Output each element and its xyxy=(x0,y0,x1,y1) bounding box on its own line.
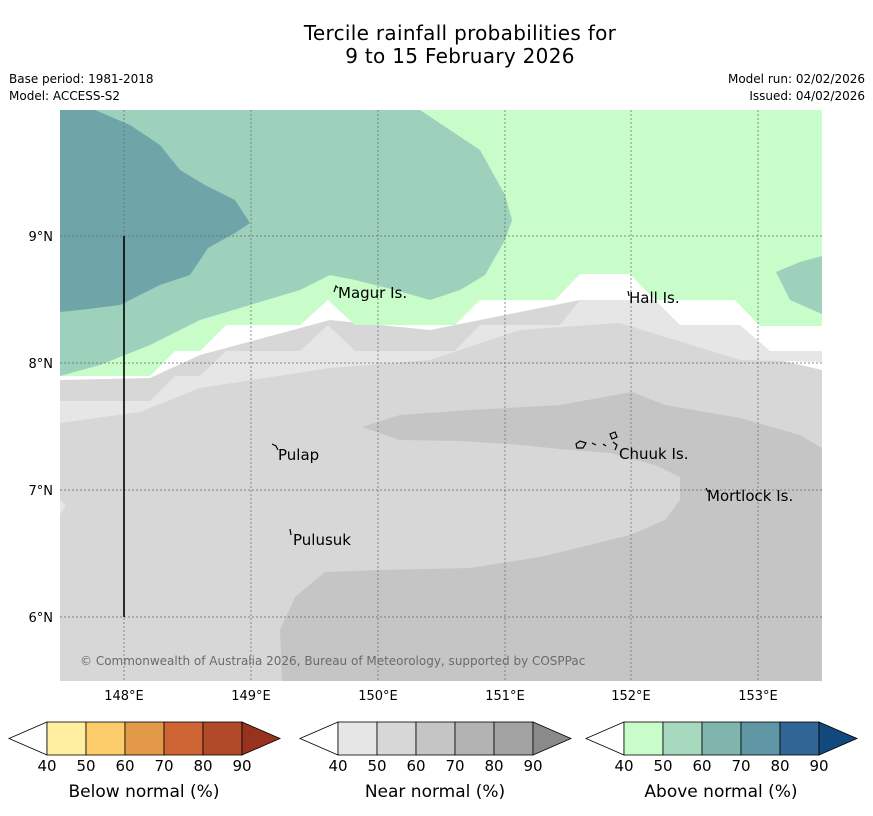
near-colorbar-tick-label: 40 xyxy=(328,757,347,775)
colorbar-above-normal: 40 50 60 70 80 90 xyxy=(584,721,859,775)
place-label-hall: Hall Is. xyxy=(629,289,680,307)
near-colorbar-tick-label: 80 xyxy=(484,757,503,775)
near-colorbar-segment xyxy=(454,721,495,756)
issued-text: Issued: 04/02/2026 xyxy=(749,89,865,103)
title-line-1: Tercile rainfall probabilities for xyxy=(303,21,617,45)
near-colorbar-segment xyxy=(415,721,456,756)
above-normal-label: Above normal (%) xyxy=(644,782,797,802)
near-colorbar-under xyxy=(298,721,339,756)
above-colorbar-under xyxy=(584,721,625,756)
place-label-mortlock: Mortlock Is. xyxy=(707,487,793,505)
model-text: Model: ACCESS-S2 xyxy=(9,89,121,103)
below-colorbar-segment xyxy=(85,721,126,756)
map-panel[interactable]: Magur Is. Hall Is. Pulap Chuuk Is. Mortl… xyxy=(60,110,822,681)
above-colorbar-segment xyxy=(623,721,664,756)
below-colorbar-segment xyxy=(202,721,243,756)
title-line-2: 9 to 15 February 2026 xyxy=(345,44,575,68)
near-normal-40-region xyxy=(60,300,822,423)
chuuk-islands-shape xyxy=(575,431,618,451)
above-colorbar-segment xyxy=(779,721,820,756)
below-colorbar-under xyxy=(7,721,48,756)
lon-label-150e: 150°E xyxy=(358,689,398,704)
copyright-text: © Commonwealth of Australia 2026, Bureau… xyxy=(80,654,585,668)
below-colorbar-tick-label: 40 xyxy=(37,757,56,775)
above-colorbar-tick-label: 70 xyxy=(731,757,750,775)
lat-label-8n: 8°N xyxy=(29,357,54,372)
colorbar-below-normal: 40 50 60 70 80 90 xyxy=(7,721,282,775)
near-colorbar-tick-label: 50 xyxy=(367,757,386,775)
above-colorbar-tick-label: 80 xyxy=(770,757,789,775)
above-colorbar-segment xyxy=(662,721,703,756)
below-colorbar-segment xyxy=(124,721,165,756)
base-period-text: Base period: 1981-2018 xyxy=(9,72,154,86)
model-info-right: Model run: 02/02/2026 Issued: 04/02/2026 xyxy=(728,71,865,105)
below-colorbar-over xyxy=(241,721,282,756)
colorbar-near-normal: 40 50 60 70 80 90 xyxy=(298,721,573,775)
below-colorbar-tick-label: 60 xyxy=(115,757,134,775)
below-colorbar-tick-label: 90 xyxy=(232,757,251,775)
near-colorbar-segment xyxy=(493,721,534,756)
above-normal-60-east-region xyxy=(776,256,822,314)
island-outlines xyxy=(271,284,709,536)
lon-label-152e: 152°E xyxy=(611,689,651,704)
above-colorbar-tick-label: 50 xyxy=(653,757,672,775)
below-colorbar-segment xyxy=(163,721,204,756)
place-label-chuuk: Chuuk Is. xyxy=(619,445,688,463)
edge-sliver xyxy=(60,500,66,515)
near-colorbar-over xyxy=(532,721,573,756)
near-normal-60-region xyxy=(280,392,822,681)
near-colorbar-segment xyxy=(376,721,417,756)
place-label-pulap: Pulap xyxy=(278,446,319,464)
near-colorbar-tick-label: 60 xyxy=(406,757,425,775)
near-normal-label: Near normal (%) xyxy=(365,782,505,802)
place-label-pulusuk: Pulusuk xyxy=(293,531,351,549)
above-normal-70-region xyxy=(60,110,250,312)
model-run-text: Model run: 02/02/2026 xyxy=(727,72,865,86)
map-title: Tercile rainfall probabilities for 9 to … xyxy=(0,22,873,68)
place-label-magur: Magur Is. xyxy=(338,284,407,302)
near-colorbar-tick-label: 90 xyxy=(523,757,542,775)
lon-label-148e: 148°E xyxy=(104,689,144,704)
mortlock-island-shape xyxy=(705,487,709,493)
above-colorbar-over xyxy=(818,721,859,756)
lat-label-7n: 7°N xyxy=(29,484,54,499)
above-colorbar-tick-label: 90 xyxy=(809,757,828,775)
above-colorbar-segment xyxy=(701,721,742,756)
pulusuk-island-shape xyxy=(289,528,292,536)
model-info-left: Base period: 1981-2018 Model: ACCESS-S2 xyxy=(9,71,154,105)
lon-label-151e: 151°E xyxy=(485,689,525,704)
below-colorbar-tick-label: 80 xyxy=(193,757,212,775)
hall-island-shape xyxy=(627,290,630,297)
lon-label-149e: 149°E xyxy=(231,689,271,704)
lat-label-6n: 6°N xyxy=(29,611,54,626)
longitude-labels: 148°E 149°E 150°E 151°E 152°E 153°E xyxy=(104,689,778,704)
below-colorbar-tick-label: 50 xyxy=(76,757,95,775)
near-colorbar-tick-label: 70 xyxy=(445,757,464,775)
below-normal-label: Below normal (%) xyxy=(69,782,220,802)
above-colorbar-tick-label: 60 xyxy=(692,757,711,775)
below-colorbar-tick-label: 70 xyxy=(154,757,173,775)
near-colorbar-segment xyxy=(337,721,378,756)
magur-island-shape xyxy=(333,284,339,293)
lon-label-153e: 153°E xyxy=(738,689,778,704)
pulap-island-shape xyxy=(271,443,279,451)
above-colorbar-segment xyxy=(740,721,781,756)
above-colorbar-tick-label: 40 xyxy=(614,757,633,775)
lat-label-9n: 9°N xyxy=(29,230,54,245)
below-colorbar-segment xyxy=(46,721,87,756)
latitude-labels: 9°N 8°N 7°N 6°N xyxy=(29,230,54,626)
map-gridlines xyxy=(60,110,822,681)
